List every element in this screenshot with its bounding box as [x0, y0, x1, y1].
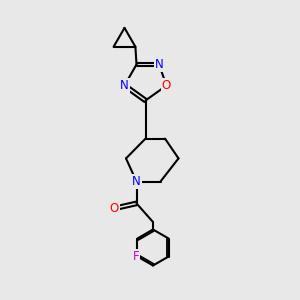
Text: N: N	[132, 175, 141, 188]
Text: O: O	[162, 79, 171, 92]
Text: F: F	[133, 250, 139, 263]
Text: O: O	[110, 202, 118, 215]
Text: N: N	[120, 79, 129, 92]
Text: N: N	[154, 58, 164, 71]
